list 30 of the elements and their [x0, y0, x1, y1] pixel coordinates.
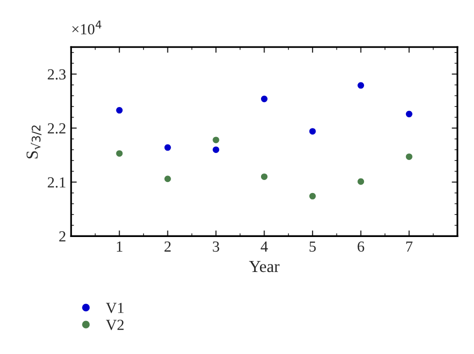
point	[164, 176, 171, 182]
point	[406, 153, 412, 160]
y-axis-title: S$_{√3/2}$	[26, 125, 42, 158]
text: ×10$^{4}$	[72, 20, 102, 34]
point	[261, 96, 268, 102]
point	[116, 150, 123, 157]
point	[212, 136, 220, 144]
x-tick-label: 4	[260, 242, 268, 252]
y-tick-label: 2.1	[48, 177, 66, 188]
y-tick-label: 2.3	[48, 69, 66, 80]
x-tick-label: 1	[116, 241, 122, 252]
y-tick-label: 2	[59, 231, 66, 242]
point	[309, 192, 316, 200]
point	[358, 178, 364, 185]
point	[406, 110, 412, 118]
x-tick-label: 7	[406, 242, 412, 252]
legend-label: V2	[106, 320, 124, 330]
point	[261, 173, 268, 180]
point	[116, 107, 123, 114]
y-tick-label: 2.2	[48, 123, 66, 134]
point	[212, 146, 220, 153]
x-tick-label: 2	[164, 241, 171, 252]
x-tick-label: 6	[358, 241, 364, 252]
point	[358, 82, 364, 89]
point	[309, 128, 316, 135]
legend-label: V1	[106, 302, 124, 314]
point	[164, 144, 171, 151]
x-tick-label: 3	[212, 241, 220, 252]
x-tick-label: 5	[310, 242, 316, 252]
x-axis-title: Year	[249, 261, 280, 272]
